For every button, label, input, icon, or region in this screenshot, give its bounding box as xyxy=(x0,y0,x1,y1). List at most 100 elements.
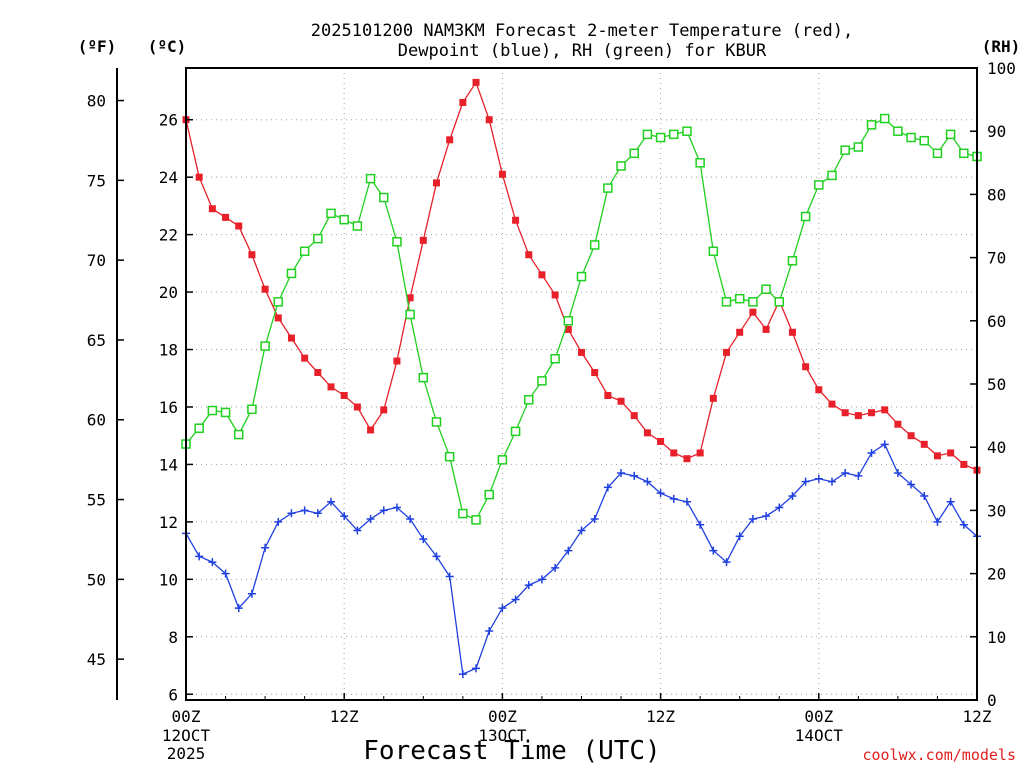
series-layer xyxy=(181,78,982,679)
time-tick-label: 12Z xyxy=(963,707,992,726)
temperature-point xyxy=(446,136,454,144)
tick-layer: 6 8 10 12 14 16 18 20 22 24 26 45 50 55 60 65 70 75 80 0 10 2… xyxy=(87,59,1016,763)
series-group xyxy=(182,440,981,679)
temperature-point xyxy=(723,348,731,356)
temperature-point xyxy=(591,369,599,377)
chart-subtitle: Dewpoint (blue), RH (green) for KBUR xyxy=(398,41,767,61)
dewpoint-point xyxy=(234,604,243,613)
dewpoint-point xyxy=(498,604,507,613)
celsius-tick-label: 6 xyxy=(168,685,178,704)
rh-point xyxy=(959,148,969,159)
temperature-point xyxy=(432,179,440,187)
time-tick-label: 00Z xyxy=(488,707,517,726)
rh-point xyxy=(510,426,521,437)
rh-tick-label: 100 xyxy=(987,59,1016,78)
rh-point xyxy=(603,183,613,193)
rh-point xyxy=(484,489,494,500)
dewpoint-point xyxy=(867,448,876,457)
temperature-point xyxy=(551,291,559,299)
series-line xyxy=(185,117,978,521)
temperature-point xyxy=(327,383,335,391)
temperature-point xyxy=(617,397,625,405)
temperature-point xyxy=(301,354,309,362)
dewpoint-point xyxy=(366,515,375,524)
dewpoint-point xyxy=(247,589,256,598)
dewpoint-point xyxy=(551,563,560,572)
temperature-point xyxy=(314,369,322,377)
rh-point xyxy=(392,237,402,247)
dewpoint-point xyxy=(208,558,217,567)
celsius-tick-label: 22 xyxy=(159,226,178,245)
dewpoint-point xyxy=(590,515,599,524)
temperature-point xyxy=(736,328,744,336)
rh-point xyxy=(233,429,244,440)
dewpoint-point xyxy=(511,595,520,604)
dewpoint-point xyxy=(775,503,784,512)
rh-tick-label: 10 xyxy=(987,628,1006,647)
fahrenheit-tick-label: 50 xyxy=(87,570,106,589)
rh-point xyxy=(286,268,297,279)
temperature-point xyxy=(696,449,704,457)
temperature-point xyxy=(512,216,520,224)
plot-frame xyxy=(185,67,978,701)
dewpoint-point xyxy=(195,552,204,561)
rh-point xyxy=(365,173,376,184)
time-tick-label: 12Z xyxy=(330,707,359,726)
rh-point xyxy=(616,161,626,171)
series-group xyxy=(181,113,982,525)
celsius-tick-label: 14 xyxy=(159,455,178,474)
temperature-point xyxy=(222,213,230,221)
rh-point xyxy=(247,404,257,415)
dewpoint-point xyxy=(537,575,546,584)
celsius-unit-label: (ºC) xyxy=(148,37,187,56)
temperature-point xyxy=(881,406,889,414)
rh-point xyxy=(945,129,956,140)
rh-tick-label: 80 xyxy=(987,185,1006,204)
temperature-point xyxy=(604,391,612,399)
rh-point xyxy=(576,271,587,282)
rh-point xyxy=(721,297,732,307)
dewpoint-point xyxy=(722,558,731,567)
fahrenheit-tick-label: 55 xyxy=(87,491,106,510)
fahrenheit-tick-label: 75 xyxy=(87,171,106,190)
credit-text: coolwx.com/models xyxy=(862,746,1016,764)
fahrenheit-tick-label: 60 xyxy=(87,411,106,430)
rh-point xyxy=(497,455,508,465)
rh-point xyxy=(418,372,429,383)
rh-point xyxy=(879,113,890,124)
celsius-tick-label: 12 xyxy=(159,513,178,532)
temperature-point xyxy=(564,325,572,333)
temperature-point xyxy=(472,78,480,86)
temperature-point xyxy=(643,429,651,437)
temperature-point xyxy=(525,251,533,259)
dewpoint-point xyxy=(392,503,401,512)
rh-point xyxy=(682,126,692,136)
rh-point xyxy=(642,129,653,140)
rh-point xyxy=(299,246,310,257)
rh-point xyxy=(537,376,547,386)
dewpoint-point xyxy=(682,497,691,506)
rh-point xyxy=(431,417,442,427)
dewpoint-point xyxy=(485,627,494,636)
dewpoint-point xyxy=(379,506,388,515)
dewpoint-point xyxy=(406,515,415,524)
dewpoint-point xyxy=(524,581,533,590)
dewpoint-point xyxy=(274,517,283,526)
rh-point xyxy=(906,132,916,143)
dewpoint-point xyxy=(735,532,744,541)
dewpoint-point xyxy=(577,526,586,535)
temperature-point xyxy=(419,236,427,244)
rh-point xyxy=(471,515,481,525)
dewpoint-point xyxy=(340,512,349,521)
temperature-point xyxy=(788,328,796,336)
dewpoint-point xyxy=(327,497,336,506)
rh-point xyxy=(893,126,903,136)
dewpoint-point xyxy=(287,509,296,518)
dewpoint-point xyxy=(432,552,441,561)
grid xyxy=(186,68,977,700)
temperature-point xyxy=(538,271,546,279)
temperature-point xyxy=(248,251,256,259)
rh-point xyxy=(866,120,877,130)
rh-point xyxy=(563,316,574,326)
dewpoint-point xyxy=(827,477,836,486)
